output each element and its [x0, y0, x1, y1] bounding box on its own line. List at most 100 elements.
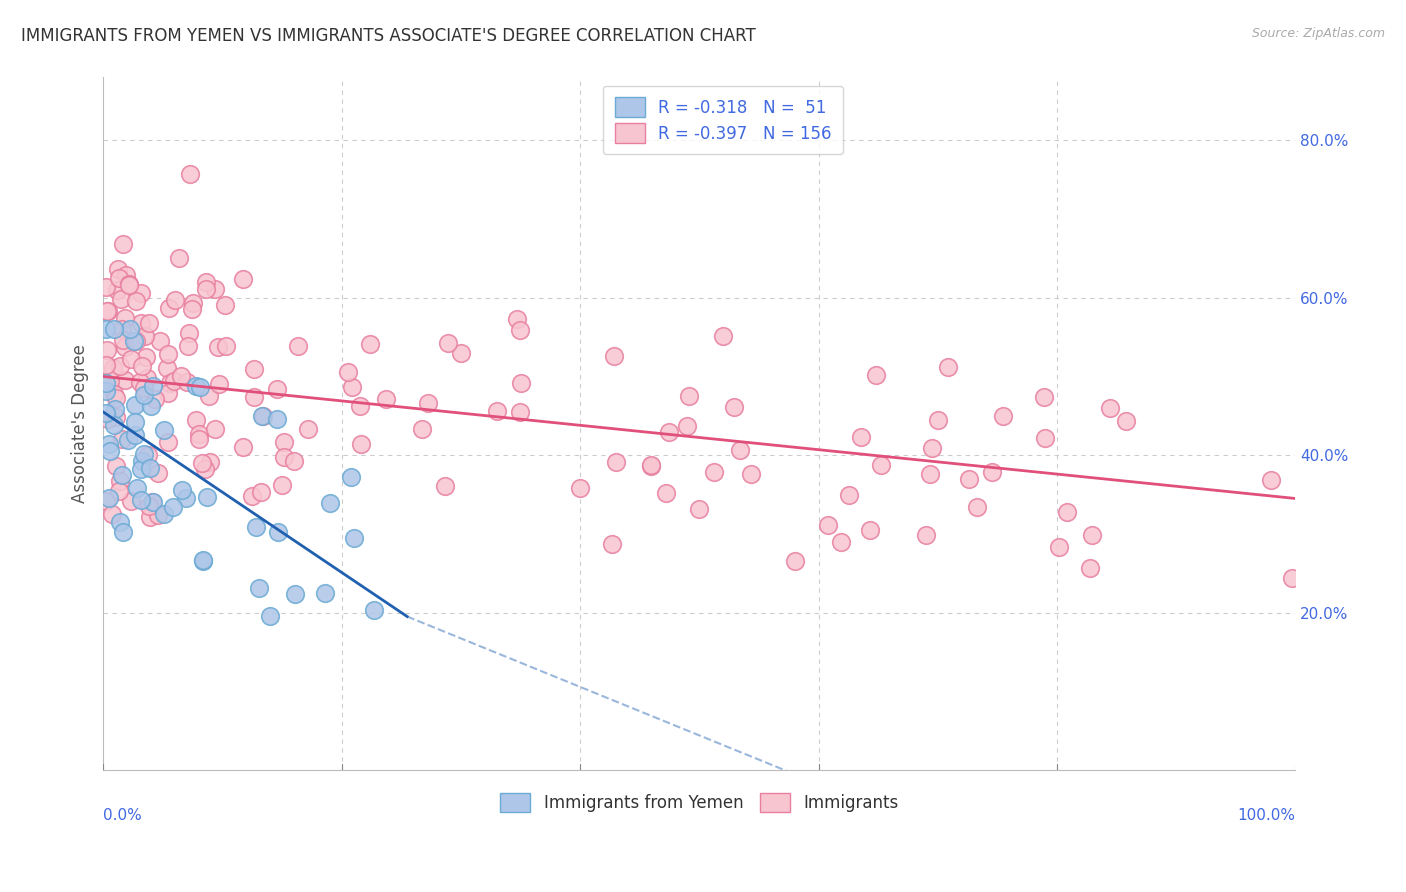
Text: IMMIGRANTS FROM YEMEN VS IMMIGRANTS ASSOCIATE'S DEGREE CORRELATION CHART: IMMIGRANTS FROM YEMEN VS IMMIGRANTS ASSO… — [21, 27, 756, 45]
Point — [450, 346, 472, 360]
Point — [139, 460, 162, 475]
Point — [215, 339, 238, 353]
Point — [259, 609, 281, 624]
Point — [141, 494, 163, 508]
Point — [830, 535, 852, 549]
Point — [838, 487, 860, 501]
Point — [125, 293, 148, 308]
Point — [658, 425, 681, 439]
Point — [359, 337, 381, 351]
Point — [509, 376, 531, 390]
Point — [177, 338, 200, 352]
Point — [250, 409, 273, 423]
Point — [124, 415, 146, 429]
Point — [105, 410, 128, 425]
Point — [172, 483, 194, 497]
Point — [1078, 561, 1101, 575]
Point — [112, 525, 135, 540]
Point — [136, 371, 159, 385]
Point — [131, 462, 153, 476]
Point — [184, 413, 207, 427]
Point — [1115, 414, 1137, 428]
Point — [187, 432, 209, 446]
Point — [865, 368, 887, 382]
Point — [110, 474, 132, 488]
Point — [1081, 528, 1104, 542]
Point — [284, 587, 307, 601]
Point — [153, 423, 176, 437]
Point — [252, 409, 274, 424]
Point — [134, 388, 156, 402]
Legend: Immigrants from Yemen, Immigrants: Immigrants from Yemen, Immigrants — [488, 781, 910, 824]
Point — [920, 467, 942, 482]
Text: Source: ZipAtlas.com: Source: ZipAtlas.com — [1251, 27, 1385, 40]
Point — [94, 376, 117, 391]
Point — [363, 603, 385, 617]
Point — [163, 293, 186, 308]
Point — [640, 459, 662, 474]
Point — [97, 412, 120, 426]
Point — [135, 350, 157, 364]
Point — [97, 491, 120, 506]
Point — [105, 392, 128, 406]
Point — [655, 486, 678, 500]
Point — [245, 520, 267, 534]
Point — [181, 302, 204, 317]
Point — [870, 458, 893, 473]
Point — [342, 380, 364, 394]
Point — [105, 458, 128, 473]
Point — [131, 359, 153, 374]
Point — [915, 528, 938, 542]
Point — [124, 428, 146, 442]
Point — [108, 359, 131, 374]
Point — [162, 374, 184, 388]
Point — [266, 382, 288, 396]
Point — [129, 375, 152, 389]
Point — [319, 496, 342, 510]
Point — [703, 465, 725, 479]
Point — [122, 334, 145, 349]
Point — [143, 392, 166, 406]
Point — [129, 285, 152, 300]
Point — [509, 405, 531, 419]
Point — [131, 454, 153, 468]
Point — [1047, 540, 1070, 554]
Point — [240, 489, 263, 503]
Point — [153, 507, 176, 521]
Point — [232, 272, 254, 286]
Point — [94, 493, 117, 508]
Point — [1281, 571, 1303, 585]
Point — [138, 316, 160, 330]
Point — [110, 292, 132, 306]
Point — [207, 340, 229, 354]
Point — [112, 333, 135, 347]
Point — [96, 343, 118, 357]
Point — [188, 427, 211, 442]
Point — [936, 359, 959, 374]
Point — [103, 387, 125, 401]
Point — [174, 491, 197, 506]
Point — [243, 390, 266, 404]
Point — [350, 436, 373, 450]
Point — [117, 433, 139, 447]
Point — [98, 444, 121, 458]
Point — [336, 365, 359, 379]
Point — [114, 311, 136, 326]
Point — [1099, 401, 1122, 415]
Point — [204, 422, 226, 436]
Point — [98, 374, 121, 388]
Point — [97, 304, 120, 318]
Point — [112, 236, 135, 251]
Point — [146, 467, 169, 481]
Point — [981, 465, 1004, 479]
Point — [120, 322, 142, 336]
Point — [96, 322, 118, 336]
Point — [602, 537, 624, 551]
Point — [270, 478, 292, 492]
Point — [125, 334, 148, 348]
Point — [162, 500, 184, 515]
Point — [1033, 431, 1056, 445]
Point — [94, 280, 117, 294]
Point — [204, 282, 226, 296]
Point — [349, 399, 371, 413]
